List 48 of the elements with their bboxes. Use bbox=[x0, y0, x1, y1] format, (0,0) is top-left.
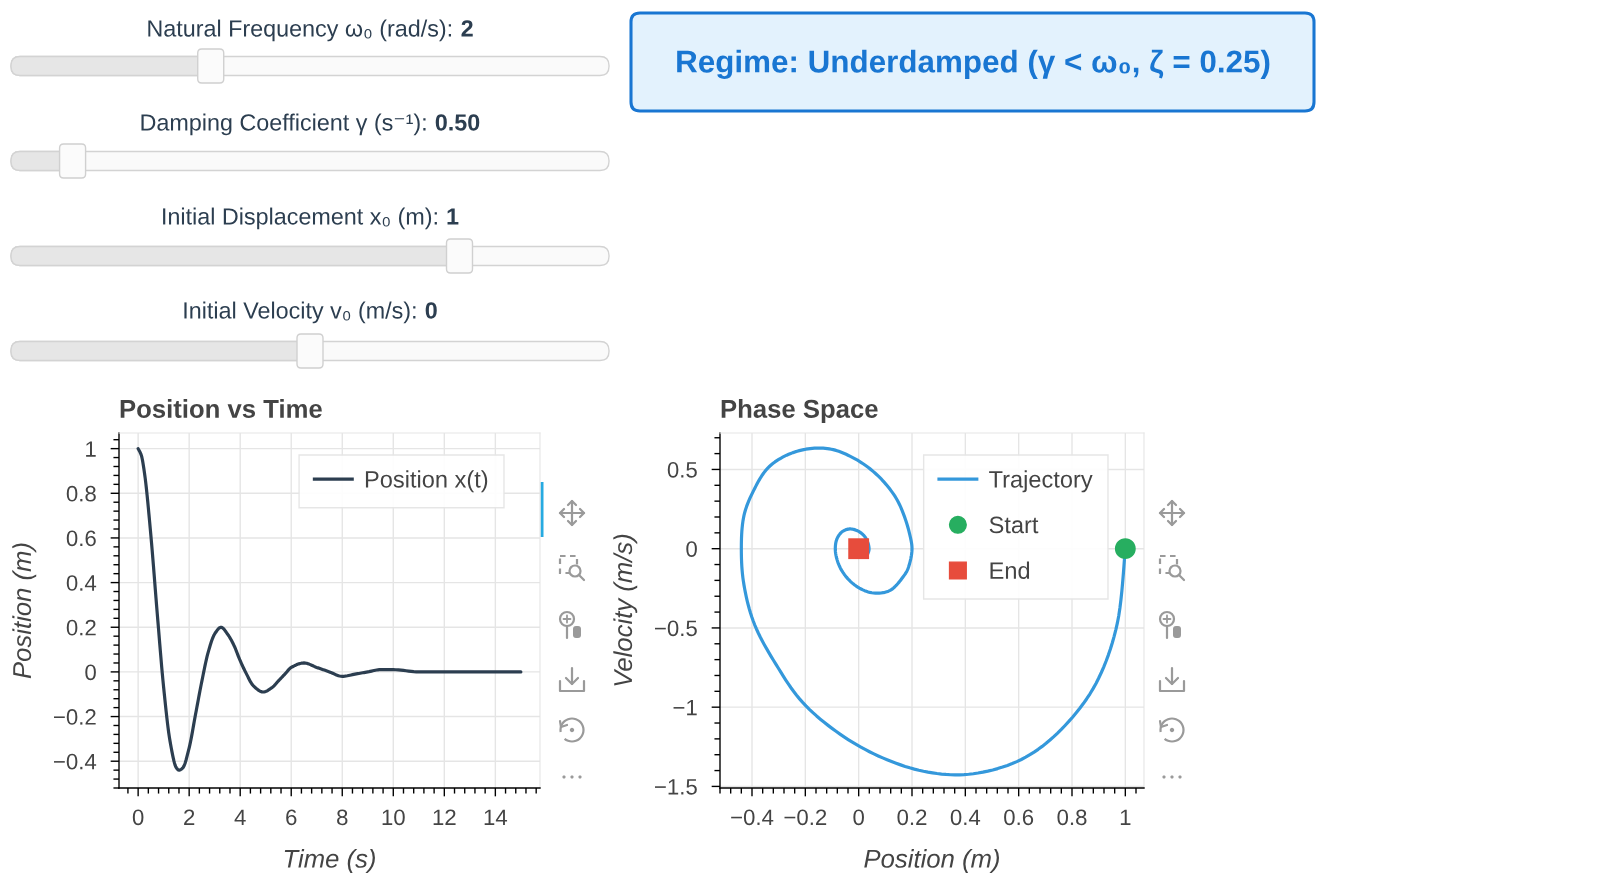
x-tick-label: 2 bbox=[184, 809, 195, 825]
x-tick-label: 1 bbox=[1120, 809, 1131, 825]
text: 1 bbox=[447, 208, 459, 225]
y-axis-title: Position (m) bbox=[12, 543, 37, 679]
text: 0.50 bbox=[435, 114, 480, 131]
y-tick-label: 1 bbox=[86, 441, 96, 457]
x-tick-label: 14 bbox=[484, 809, 508, 825]
x-tick-label: 6 bbox=[286, 809, 297, 826]
x-tick-label: −0.4 bbox=[731, 809, 774, 826]
x-tick-label: 0.6 bbox=[1004, 809, 1034, 826]
y-tick-label: −1.5 bbox=[655, 779, 697, 795]
y-tick-label: −0.2 bbox=[54, 709, 96, 725]
x-axis-title: Time (s) bbox=[284, 848, 375, 873]
x-tick-label: 0.2 bbox=[897, 809, 927, 826]
y-tick-label: 0 bbox=[686, 541, 697, 557]
chart-title: Phase Space bbox=[721, 399, 878, 424]
y-axis-title: Velocity (m/s) bbox=[613, 534, 638, 686]
x-axis-title: Position (m) bbox=[864, 848, 1000, 873]
legend-label: Start bbox=[989, 516, 1039, 534]
text: 2 bbox=[461, 20, 473, 37]
chart-title: Position vs Time bbox=[120, 399, 322, 418]
y-tick-label: 0.6 bbox=[66, 530, 96, 547]
x-tick-label: 0 bbox=[853, 809, 864, 826]
legend-label: Position x(t) bbox=[365, 470, 488, 493]
x-tick-label: 0 bbox=[132, 809, 144, 826]
text: Damping Coefficient γ (s⁻¹): bbox=[141, 113, 426, 136]
y-tick-label: 0 bbox=[85, 664, 96, 681]
x-tick-label: 8 bbox=[337, 809, 348, 826]
text: Regime: Underdamped (γ < ω₀, ζ = 0.25) bbox=[677, 49, 1270, 80]
y-tick-label: −0.5 bbox=[655, 620, 697, 637]
y-tick-label: 0.4 bbox=[66, 575, 97, 591]
text: Natural Frequency ω₀ (rad/s): bbox=[148, 19, 452, 42]
text: Initial Velocity v₀ (m/s): bbox=[184, 301, 416, 324]
legend-label: End bbox=[990, 561, 1030, 579]
y-tick-label: 0.8 bbox=[66, 485, 96, 502]
text: Initial Displacement x₀ (m): bbox=[163, 207, 437, 230]
x-tick-label: 0.8 bbox=[1057, 809, 1087, 826]
x-tick-label: 12 bbox=[433, 809, 456, 825]
y-tick-label: −0.4 bbox=[54, 753, 97, 770]
text: 0 bbox=[425, 302, 437, 319]
y-tick-label: −1 bbox=[673, 699, 697, 716]
x-tick-label: 4 bbox=[234, 809, 246, 825]
x-tick-label: 0.4 bbox=[950, 809, 981, 826]
x-tick-label: 10 bbox=[382, 809, 405, 826]
legend-label: Trajectory bbox=[989, 470, 1093, 493]
x-tick-label: −0.2 bbox=[784, 809, 827, 826]
y-tick-label: 0.5 bbox=[667, 461, 697, 478]
y-tick-label: 0.2 bbox=[66, 619, 96, 636]
